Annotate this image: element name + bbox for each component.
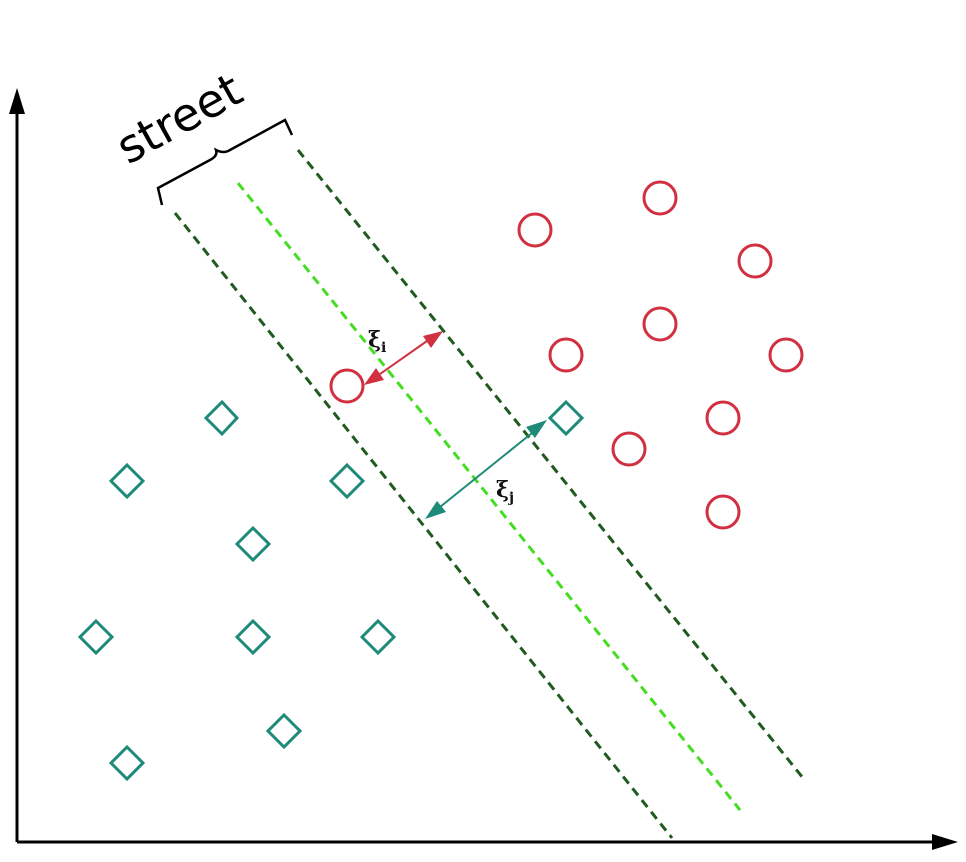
slack-j-symbol: ξ	[496, 477, 509, 503]
diamond-icon	[359, 618, 397, 656]
circle-icon	[517, 212, 553, 248]
circle-icon	[737, 243, 773, 279]
street-brace	[156, 118, 294, 206]
circle-icon	[329, 368, 365, 404]
diamond-icon	[328, 462, 366, 500]
arrowhead-icon	[425, 501, 446, 519]
circle-icon	[768, 337, 804, 373]
circle-class-points	[329, 180, 804, 530]
slack-i-label: ξi	[368, 327, 386, 356]
y-axis-arrow-icon	[9, 88, 25, 114]
circle-icon	[705, 400, 741, 436]
diamond-icon	[77, 618, 115, 656]
arrowhead-icon	[423, 331, 443, 348]
slack-j-label: ξj	[496, 477, 514, 506]
diamond-icon	[203, 399, 240, 437]
circle-icon	[548, 337, 584, 373]
circle-icon	[642, 180, 678, 216]
diamond-icon	[234, 618, 272, 656]
diamond-icon	[265, 712, 303, 750]
diamond-icon	[108, 744, 146, 782]
circle-icon	[611, 431, 647, 467]
margin-line-left	[173, 212, 674, 839]
street-label: street	[107, 62, 251, 174]
slack-i-symbol: ξ	[368, 327, 381, 353]
slack-i-subscript: i	[381, 340, 386, 356]
decision-boundary-line	[236, 182, 742, 811]
x-axis-arrow-icon	[932, 834, 958, 850]
axes	[9, 88, 958, 850]
slack-j-subscript: j	[507, 490, 514, 506]
diamond-icon	[108, 462, 146, 500]
arrowhead-icon	[364, 368, 384, 385]
slack-arrow-i	[364, 331, 443, 385]
diamond-icon	[547, 399, 585, 437]
circle-icon	[705, 494, 741, 530]
arrowhead-icon	[526, 420, 547, 438]
diamond-class-points	[77, 399, 585, 782]
circle-icon	[642, 306, 678, 342]
diamond-icon	[234, 525, 272, 563]
street-lines	[173, 149, 805, 839]
slack-arrow-j	[425, 420, 547, 519]
